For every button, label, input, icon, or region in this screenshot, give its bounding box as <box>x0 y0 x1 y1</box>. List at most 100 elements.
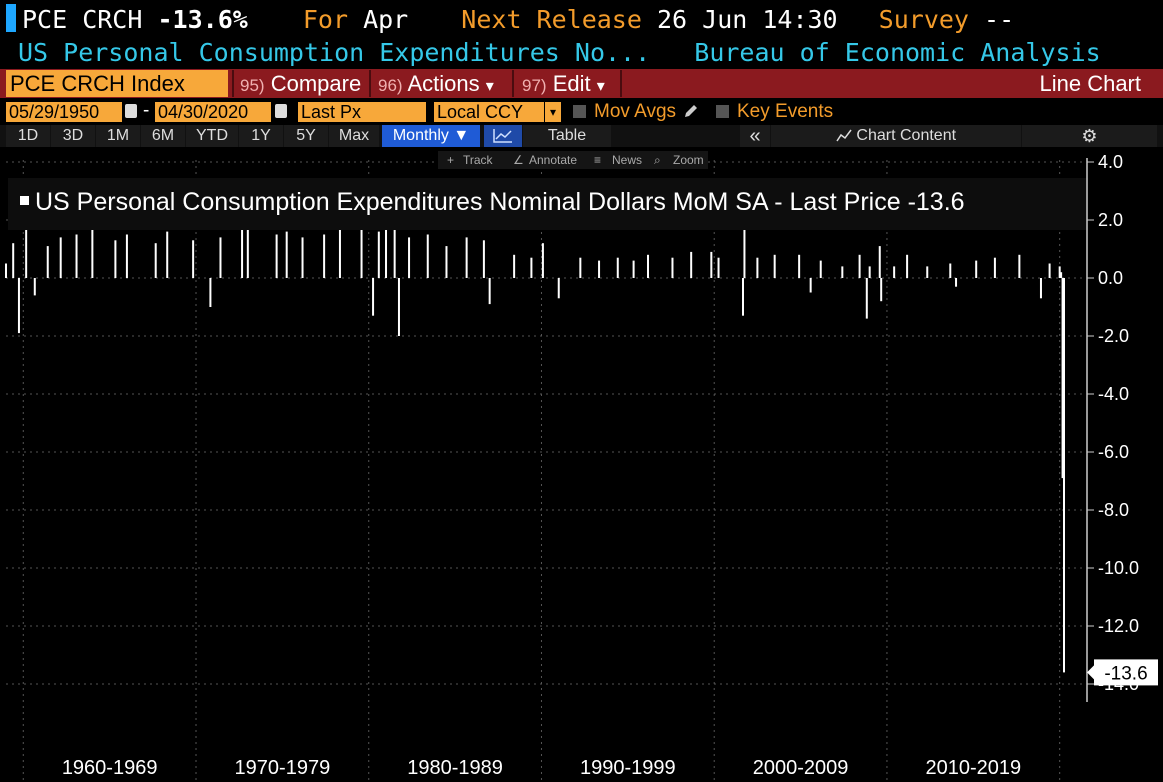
series-bar <box>219 237 222 278</box>
series-bar <box>671 257 674 278</box>
security-description: US Personal Consumption Expenditures No.… <box>18 38 651 67</box>
series-bar <box>949 263 952 278</box>
series-bar <box>125 234 128 278</box>
data-source: Bureau of Economic Analysis <box>694 38 1101 67</box>
gear-icon[interactable]: ⚙ <box>1022 125 1157 147</box>
collapse-icon[interactable]: « <box>740 125 770 147</box>
y-tick-label: 4.0 <box>1098 152 1123 172</box>
range-1m-button[interactable]: 1M <box>96 125 140 147</box>
series-bar <box>1018 254 1021 278</box>
currency-select[interactable]: Local CCY <box>434 102 544 122</box>
line-chart-icon <box>493 129 512 143</box>
series-bar <box>12 243 15 278</box>
series-bar <box>323 234 326 278</box>
series-bar <box>25 222 28 278</box>
series-bar <box>246 220 249 278</box>
security-header: PCE CRCH -13.6% For Apr Next Release 26 … <box>0 0 1163 40</box>
chart-view-label[interactable]: Line Chart <box>1039 71 1141 96</box>
series-bar <box>75 234 78 278</box>
series-bar <box>530 257 533 278</box>
series-bar <box>285 231 288 278</box>
series-bar <box>17 278 20 334</box>
series-bar <box>756 257 759 278</box>
key-events-checkbox[interactable] <box>716 105 729 118</box>
series-bars <box>5 205 1065 673</box>
series-bar <box>426 234 429 278</box>
series-bar <box>926 266 929 278</box>
range-6m-button[interactable]: 6M <box>141 125 185 147</box>
series-bar <box>819 260 822 278</box>
security-input[interactable]: PCE CRCH Index <box>6 70 228 97</box>
chart-tools: Track Annotate News Zoom + ∠ ≡ ⌕ <box>438 151 708 169</box>
series-bar <box>59 237 62 278</box>
mov-avgs-checkbox[interactable] <box>573 105 586 118</box>
series-bar <box>906 254 909 278</box>
news-tool[interactable]: News <box>612 153 642 167</box>
series-bar <box>579 257 582 278</box>
series-bar <box>482 240 485 278</box>
line-chart-toggle[interactable] <box>484 125 522 147</box>
actions-button[interactable]: 96) Actions ▾ <box>378 70 494 97</box>
series-bar <box>632 260 635 278</box>
edit-button[interactable]: 97) Edit ▾ <box>522 70 605 97</box>
zoom-icon: ⌕ <box>654 153 661 167</box>
calendar-icon[interactable] <box>275 104 287 118</box>
series-bar <box>878 246 881 278</box>
field-select[interactable]: Last Px <box>298 102 426 122</box>
zoom-tool[interactable]: Zoom <box>673 153 704 167</box>
last-price-tag: -13.6 <box>1087 659 1158 686</box>
legend-title: US Personal Consumption Expenditures Nom… <box>35 188 965 216</box>
series-bar <box>710 251 713 278</box>
header-for-value: Apr <box>363 5 409 34</box>
series-bar <box>865 278 868 319</box>
legend-background <box>8 178 1088 230</box>
series-bar <box>360 228 363 278</box>
series-bar <box>488 278 491 305</box>
start-date-input[interactable]: 05/29/1950 <box>6 102 122 122</box>
x-tick-label: 1980-1989 <box>407 757 503 779</box>
track-tool[interactable]: Track <box>463 153 494 167</box>
series-bar <box>975 260 978 278</box>
header-survey-value: -- <box>984 5 1015 34</box>
range-1d-button[interactable]: 1D <box>6 125 50 147</box>
series-bar <box>5 263 7 278</box>
annotate-tool[interactable]: Annotate <box>529 153 577 167</box>
series-bar <box>858 254 861 278</box>
series-bar <box>209 278 212 307</box>
range-max-button[interactable]: Max <box>329 125 379 147</box>
series-bar <box>445 246 448 278</box>
pencil-icon[interactable] <box>683 103 699 119</box>
edit-shortcut: 97) <box>522 76 547 95</box>
end-date-input[interactable]: 04/30/2020 <box>155 102 271 122</box>
series-bar <box>598 260 601 278</box>
series-bar <box>646 254 649 278</box>
line-chart[interactable]: Track Annotate News Zoom + ∠ ≡ ⌕ US Pers… <box>0 150 1163 782</box>
header-survey-label: Survey <box>878 5 969 34</box>
range-ytd-button[interactable]: YTD <box>186 125 238 147</box>
series-bar <box>798 254 801 278</box>
compare-button[interactable]: 95) Compare <box>240 70 361 97</box>
calendar-icon[interactable] <box>125 104 137 118</box>
series-bar <box>1060 272 1063 278</box>
y-axis-ticks: 4.02.00.0-2.0-4.0-6.0-8.0-10.0-12.0-14.0 <box>1087 152 1139 694</box>
security-description-row: US Personal Consumption Expenditures No.… <box>18 38 1101 68</box>
series-bar <box>743 208 746 278</box>
header-for-label: For <box>302 5 349 34</box>
header-next-release-label: Next Release <box>461 5 642 34</box>
vertical-grid <box>22 160 1061 782</box>
series-bar <box>690 251 693 278</box>
table-button[interactable]: Table <box>523 125 611 147</box>
series-bar <box>385 208 388 278</box>
chart-content-button[interactable]: Chart Content <box>771 125 1021 147</box>
range-1y-button[interactable]: 1Y <box>239 125 283 147</box>
series-bar <box>192 240 195 278</box>
range-5y-button[interactable]: 5Y <box>284 125 328 147</box>
frequency-select[interactable]: Monthly ▼ <box>382 125 480 147</box>
currency-dropdown-icon[interactable]: ▾ <box>545 102 561 122</box>
edit-dropdown-icon: ▾ <box>596 78 605 95</box>
x-tick-label: 2000-2009 <box>753 757 849 779</box>
series-bar <box>33 278 36 296</box>
x-tick-label: 1990-1999 <box>580 757 676 779</box>
range-3d-button[interactable]: 3D <box>51 125 95 147</box>
command-separator <box>620 70 622 97</box>
